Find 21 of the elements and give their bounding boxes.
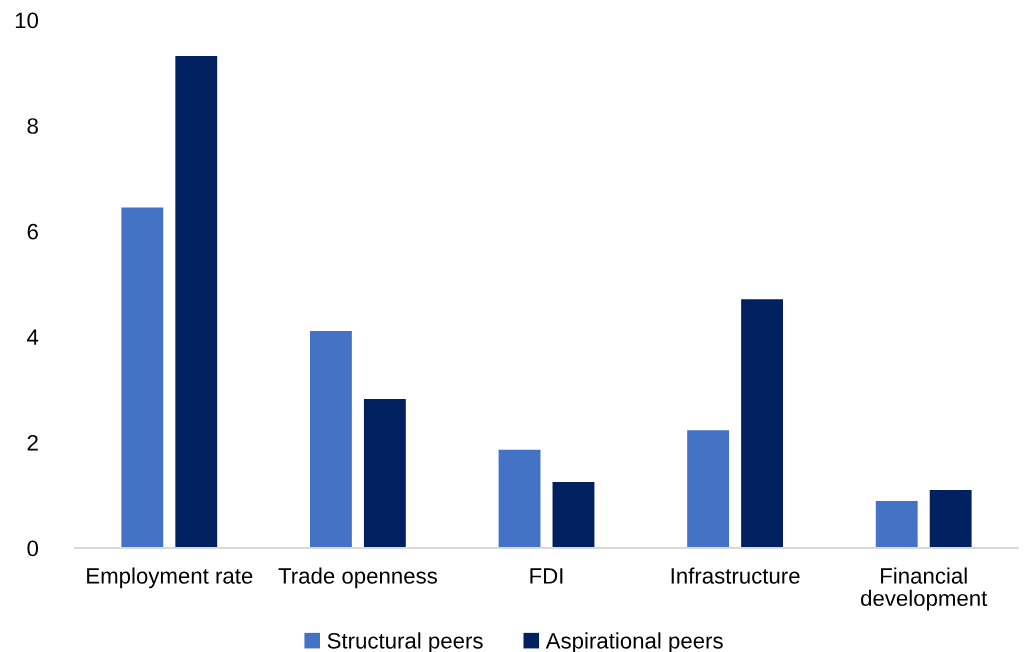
y-tick-label: 10 — [15, 12, 39, 29]
x-tick-label: Trade openness — [278, 567, 437, 589]
y-tick-label: 6 — [27, 223, 38, 240]
bar — [175, 55, 218, 548]
bar — [687, 430, 730, 548]
x-tick-label: FDI — [530, 568, 563, 584]
y-tick-label: 4 — [27, 329, 39, 345]
x-tick-label: Financial development — [861, 567, 988, 611]
bar — [310, 330, 352, 548]
x-tick-label: Employment rate — [87, 567, 253, 589]
bar — [875, 501, 918, 548]
x-tick-label: Infrastructure — [671, 567, 800, 584]
y-tick-label: 2 — [27, 434, 38, 451]
bar — [498, 449, 541, 548]
bar — [121, 207, 164, 548]
y-tick-label: 0 — [27, 540, 39, 557]
y-tick-label: 8 — [27, 118, 38, 134]
bar — [552, 482, 595, 548]
bar — [929, 489, 972, 548]
bar — [363, 399, 406, 548]
bar — [741, 299, 783, 548]
